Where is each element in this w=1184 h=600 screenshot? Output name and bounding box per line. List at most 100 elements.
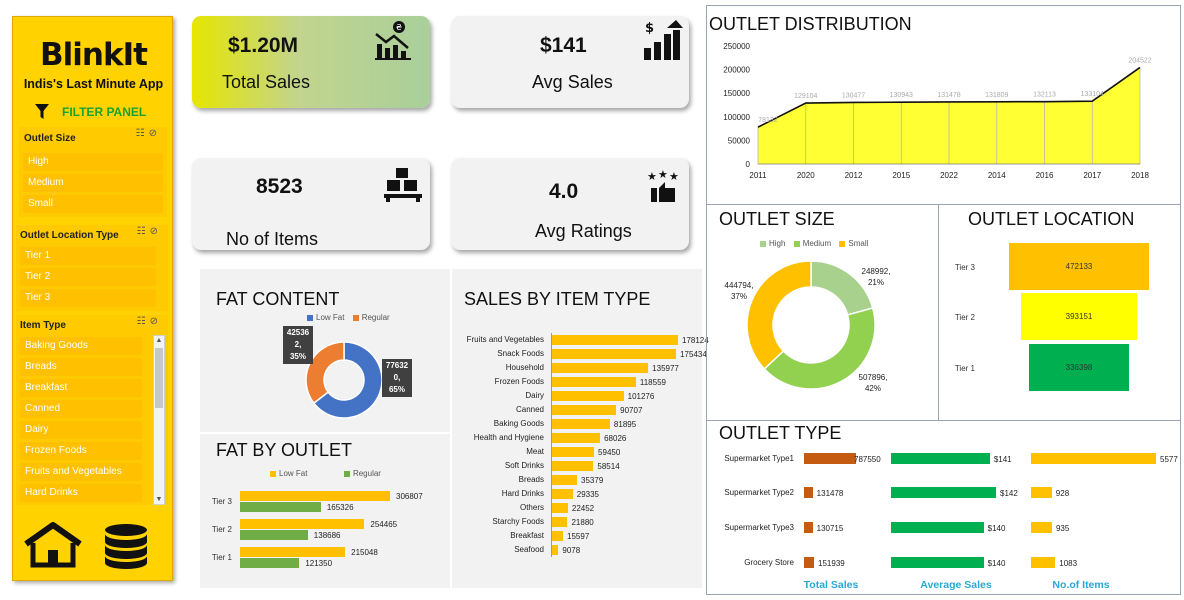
outlet-type-title: OUTLET TYPE <box>719 423 842 443</box>
slicer-item-baking-goods[interactable]: Baking Goods <box>20 337 142 355</box>
legend-label: High <box>769 239 786 248</box>
x-tick-label: 2020 <box>797 171 815 180</box>
bar-value-label: 130715 <box>816 524 844 533</box>
outlet-distribution-title: OUTLET DISTRIBUTION <box>709 14 912 34</box>
slicer-outlet-location-type: Outlet Location Type ☷⊘ Tier 1 Tier 2 Ti… <box>16 225 168 311</box>
bar <box>240 530 308 540</box>
scrollbar-thumb[interactable] <box>155 348 163 408</box>
slicer-item-small[interactable]: Small <box>23 195 163 213</box>
bar-value-label: 254465 <box>370 520 398 529</box>
slicer-item-tier-1[interactable]: Tier 1 <box>20 247 156 265</box>
slicer-item-high[interactable]: High <box>23 153 163 171</box>
category-label: Health and Hygiene <box>473 433 544 442</box>
outlet-size-label-small: 444794, 37% <box>720 280 758 302</box>
bar-value-label: 58514 <box>597 462 620 471</box>
kpi-value: 8523 <box>256 175 303 198</box>
bar-value-label: 68026 <box>604 434 627 443</box>
clear-filter-icon[interactable]: ⊘ <box>149 316 162 327</box>
data-label: 130943 <box>890 92 913 99</box>
callout-low-fat: 77632 0, 65% <box>382 359 412 397</box>
outlet-location-title: OUTLET LOCATION <box>968 209 1135 229</box>
bar <box>552 363 649 373</box>
category-label: Seafood <box>514 545 544 554</box>
fat-by-outlet-legend: Low Fat Regular <box>264 469 381 478</box>
multi-select-icon[interactable]: ☷ <box>135 128 149 139</box>
slicer-title: Outlet Location Type <box>20 230 119 241</box>
category-label: Canned <box>515 405 544 414</box>
row-label: Supermarket Type2 <box>724 488 794 497</box>
fat-content-donut <box>305 341 383 419</box>
slicer-scrollbar[interactable]: ▲ ▼ <box>153 335 165 505</box>
data-label: 78132 <box>758 117 778 124</box>
x-tick-label: 2022 <box>940 171 958 180</box>
slicer-item-breakfast[interactable]: Breakfast <box>20 379 142 397</box>
bar <box>1031 487 1052 498</box>
bar <box>804 487 813 498</box>
home-icon[interactable] <box>22 522 84 568</box>
multi-select-icon[interactable]: ☷ <box>136 226 150 237</box>
bar <box>552 489 573 499</box>
slicer-item-fruits-and-vegetables[interactable]: Fruits and Vegetables <box>20 463 142 481</box>
x-tick-label: 2012 <box>845 171 863 180</box>
kpi-value: 4.0 <box>549 180 579 203</box>
sales-chart-icon: ₴ <box>375 21 411 60</box>
bar <box>804 453 856 464</box>
category-label: Baking Goods <box>493 419 544 428</box>
bar <box>552 377 636 387</box>
funnel-bar <box>1009 243 1149 290</box>
row-label: Tier 2 <box>211 525 232 534</box>
slicer-item-canned[interactable]: Canned <box>20 400 142 418</box>
bar <box>891 487 996 498</box>
sales-by-item-type-panel: SALES BY ITEM TYPE Fruits and Vegetables… <box>452 269 709 588</box>
category-label: Breads <box>518 475 544 484</box>
funnel-bar <box>1020 293 1138 340</box>
database-icon[interactable] <box>102 522 150 570</box>
slicer-item-frozen-foods[interactable]: Frozen Foods <box>20 442 142 460</box>
kpi-label: Avg Ratings <box>535 221 632 241</box>
legend-label: Low Fat <box>279 469 308 478</box>
slicer-item-medium[interactable]: Medium <box>23 174 163 192</box>
slicer-item-dairy[interactable]: Dairy <box>20 421 142 439</box>
pie-label-pct: 21% <box>867 278 884 287</box>
bar-value-label: $142 <box>1000 489 1018 498</box>
pie-label-value: 248992, <box>861 267 891 276</box>
x-tick-label: 2014 <box>988 171 1006 180</box>
legend-swatch <box>839 240 846 247</box>
pie-label-value: 444794, <box>724 281 754 290</box>
right-panel <box>706 5 1181 595</box>
scroll-down-arrow-icon[interactable]: ▼ <box>155 496 163 503</box>
bar-value-label: 59450 <box>598 448 621 457</box>
legend-label: Low Fat <box>316 313 345 322</box>
bar <box>552 405 617 415</box>
donut-slice <box>746 260 812 370</box>
clear-filter-icon[interactable]: ⊘ <box>149 226 162 237</box>
boxes-icon <box>384 168 422 202</box>
scroll-up-arrow-icon[interactable]: ▲ <box>155 337 163 344</box>
bar <box>240 547 346 557</box>
data-label: 130477 <box>842 92 865 99</box>
kpi-card-total-sales: $1.20M Total Sales ₴ <box>192 16 430 108</box>
bar <box>240 502 321 512</box>
pie-label-value: 507896, <box>858 373 888 382</box>
app-logo: BlinkIt <box>40 37 148 73</box>
bar <box>552 447 595 457</box>
bar-value-label: 15597 <box>567 532 590 541</box>
slicer-item-breads[interactable]: Breads <box>20 358 142 376</box>
donut-slice <box>312 341 383 419</box>
bar-value-label: 935 <box>1055 524 1070 533</box>
bar <box>804 522 813 533</box>
bar-value-label: 21880 <box>571 518 594 527</box>
column-header: Average Sales <box>920 579 992 591</box>
rating-stars-icon: ★ ★ ★ <box>647 170 679 202</box>
multi-select-icon[interactable]: ☷ <box>136 316 150 327</box>
category-label: Fruits and Vegetables <box>466 335 544 344</box>
slicer-item-tier-2[interactable]: Tier 2 <box>20 268 156 286</box>
slicer-item-tier-3[interactable]: Tier 3 <box>20 289 156 307</box>
callout-line: 77632 <box>385 361 409 370</box>
bar <box>552 475 578 485</box>
clear-filter-icon[interactable]: ⊘ <box>148 128 161 139</box>
slicer-outlet-size: Outlet Size ☷⊘ High Medium Small <box>19 127 167 217</box>
slicer-title: Outlet Size <box>24 133 76 144</box>
slicer-item-hard-drinks[interactable]: Hard Drinks <box>20 484 142 502</box>
category-label: Meat <box>526 447 544 456</box>
